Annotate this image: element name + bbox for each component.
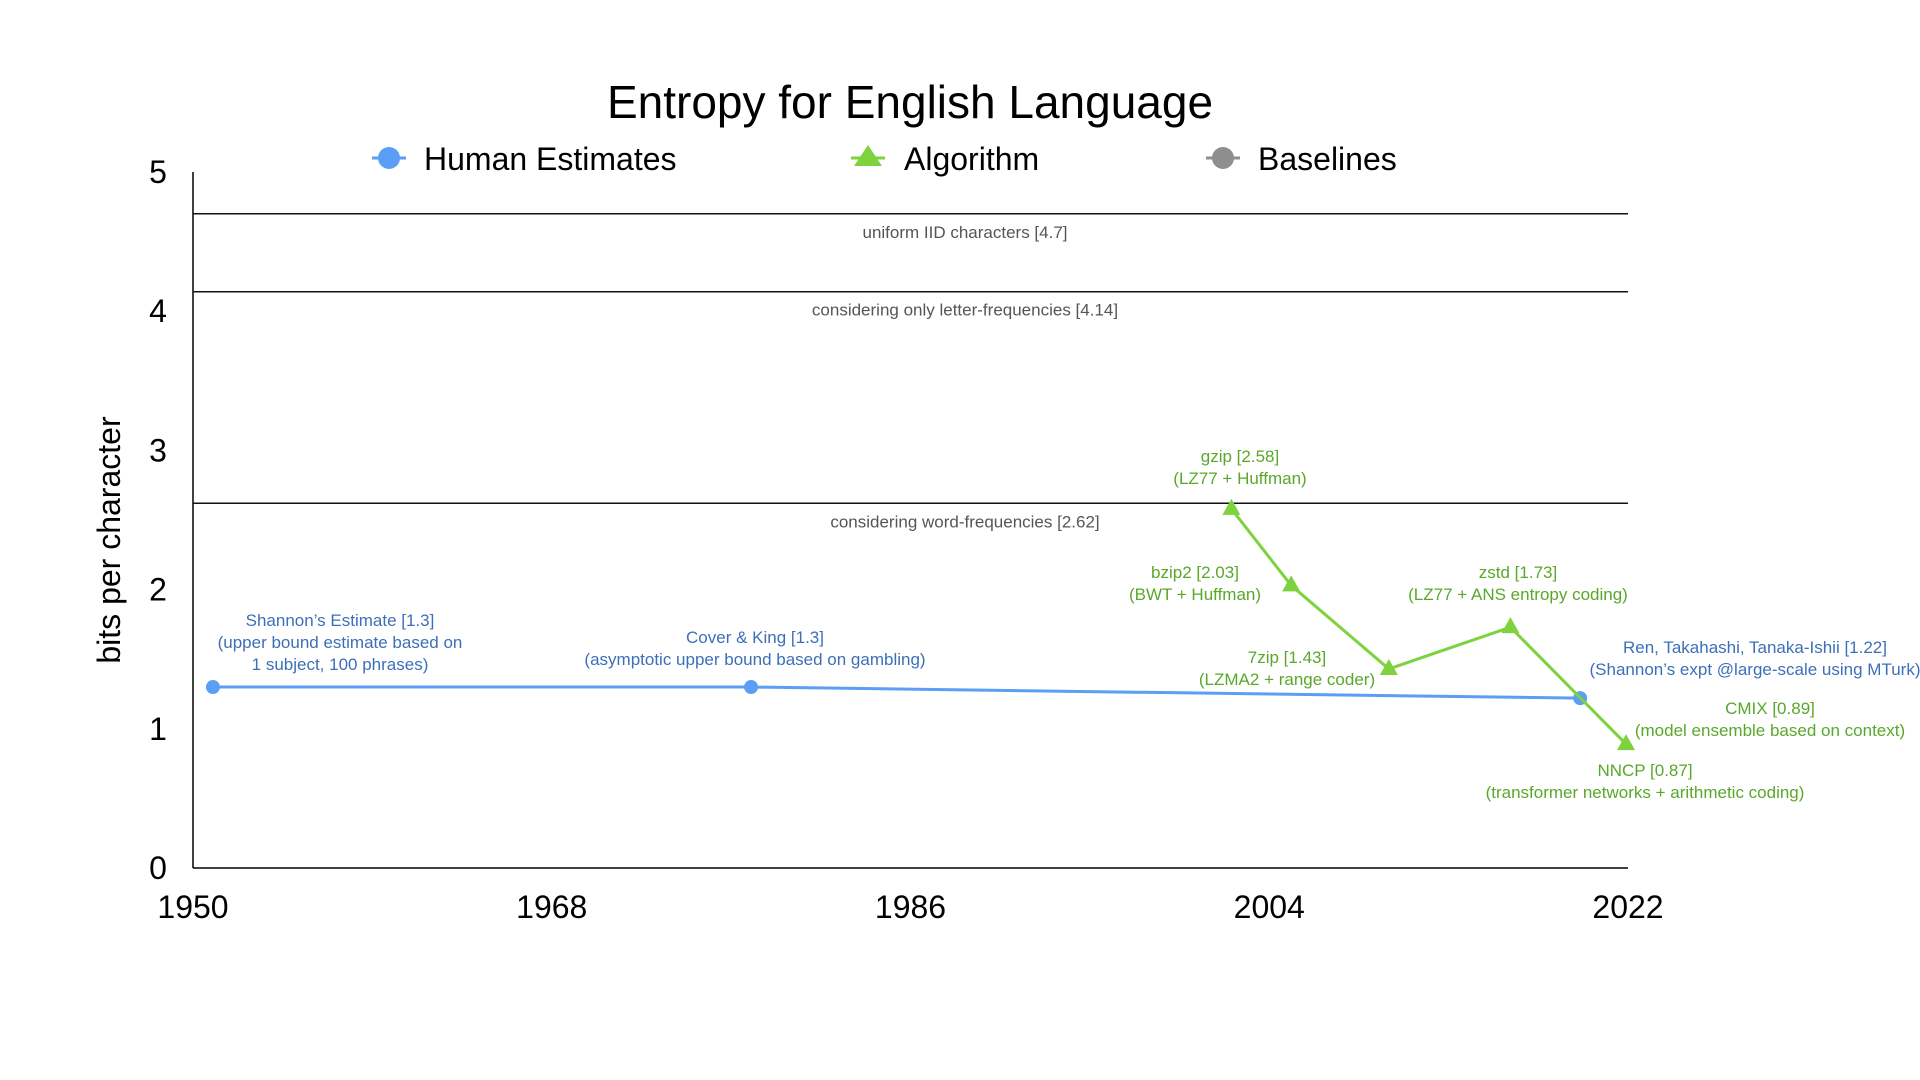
y-tick-label: 0 (149, 850, 167, 886)
axis-ticks: 1950 1968 1986 2004 2022 0 1 2 3 4 5 (149, 154, 1663, 925)
x-tick-label: 2004 (1234, 889, 1305, 925)
series (205, 498, 1636, 751)
y-tick-label: 1 (149, 711, 167, 747)
legend-label-algorithm: Algorithm (904, 141, 1039, 177)
y-tick-label: 2 (149, 572, 167, 608)
legend-label-human-estimates: Human Estimates (424, 141, 677, 177)
y-tick-label: 3 (149, 432, 167, 468)
baselines: uniform IID characters [4.7] considering … (193, 213, 1628, 531)
y-axis-label: bits per character (91, 416, 127, 664)
x-tick-label: 1986 (875, 889, 946, 925)
annotation-line: (BWT + Huffman) (1129, 585, 1261, 604)
annotation-line: 7zip [1.43] (1248, 648, 1326, 667)
x-tick-label: 1950 (157, 889, 228, 925)
point-annotation: zstd [1.73] (LZ77 + ANS entropy coding) (1408, 563, 1628, 604)
legend-item-algorithm: Algorithm (851, 141, 1039, 177)
data-point (1501, 617, 1520, 634)
data-point (205, 680, 220, 695)
annotation-line: CMIX [0.89] (1725, 699, 1815, 718)
annotation-line: (upper bound estimate based on (218, 633, 463, 652)
legend-label-baselines: Baselines (1258, 141, 1397, 177)
point-annotation: Shannon’s Estimate [1.3] (upper bound est… (218, 611, 463, 674)
point-annotation: Ren, Takahashi, Tanaka-Ishii [1.22] (Shan… (1590, 638, 1920, 679)
annotation-line: Cover & King [1.3] (686, 628, 824, 647)
annotation-line: 1 subject, 100 phrases) (252, 655, 429, 674)
annotation-line: NNCP [0.87] (1597, 761, 1692, 780)
x-tick-label: 1968 (516, 889, 587, 925)
y-tick-label: 5 (149, 154, 167, 190)
annotation-line: (model ensemble based on context) (1635, 721, 1905, 740)
annotation-line: (LZ77 + ANS entropy coding) (1408, 585, 1628, 604)
legend-triangle-marker (854, 145, 882, 166)
legend-item-baselines: Baselines (1206, 141, 1397, 177)
point-annotation: gzip [2.58] (LZ77 + Huffman) (1173, 447, 1306, 488)
annotation-line: Shannon’s Estimate [1.3] (246, 611, 435, 630)
point-annotation: Cover & King [1.3] (asymptotic upper boun… (584, 628, 925, 669)
annotation-line: gzip [2.58] (1201, 447, 1279, 466)
baseline-label: considering word-frequencies [2.62] (830, 512, 1099, 531)
data-point (1282, 575, 1301, 592)
point-annotation: 7zip [1.43] (LZMA2 + range coder) (1199, 648, 1375, 689)
y-tick-label: 4 (149, 293, 167, 329)
legend: Human Estimates Algorithm Baselines (372, 141, 1397, 177)
legend-circle-marker (378, 147, 400, 169)
data-point (1617, 734, 1636, 751)
data-point (1379, 658, 1398, 675)
point-annotation: bzip2 [2.03] (BWT + Huffman) (1129, 563, 1261, 604)
series-line (1230, 507, 1628, 746)
data-point (744, 680, 759, 695)
annotation-line: bzip2 [2.03] (1151, 563, 1239, 582)
annotation-line: (transformer networks + arithmetic codin… (1486, 783, 1805, 802)
legend-item-human-estimates: Human Estimates (372, 141, 677, 177)
point-annotation: NNCP [0.87] (transformer networks + arith… (1486, 761, 1805, 802)
annotation-line: (Shannon’s expt @large-scale using MTurk… (1590, 660, 1920, 679)
annotations: Shannon’s Estimate [1.3] (upper bound est… (218, 447, 1920, 802)
point-annotation: CMIX [0.89] (model ensemble based on cont… (1635, 699, 1905, 740)
data-point (1222, 498, 1241, 515)
baseline-label: considering only letter-frequencies [4.1… (812, 301, 1118, 320)
chart-title: Entropy for English Language (607, 76, 1213, 128)
annotation-line: zstd [1.73] (1479, 563, 1557, 582)
legend-circle-marker (1212, 147, 1234, 169)
x-tick-label: 2022 (1592, 889, 1663, 925)
annotation-line: (asymptotic upper bound based on gamblin… (584, 650, 925, 669)
annotation-line: (LZMA2 + range coder) (1199, 670, 1375, 689)
annotation-line: Ren, Takahashi, Tanaka-Ishii [1.22] (1623, 638, 1887, 657)
baseline-label: uniform IID characters [4.7] (862, 223, 1067, 242)
annotation-line: (LZ77 + Huffman) (1173, 469, 1306, 488)
